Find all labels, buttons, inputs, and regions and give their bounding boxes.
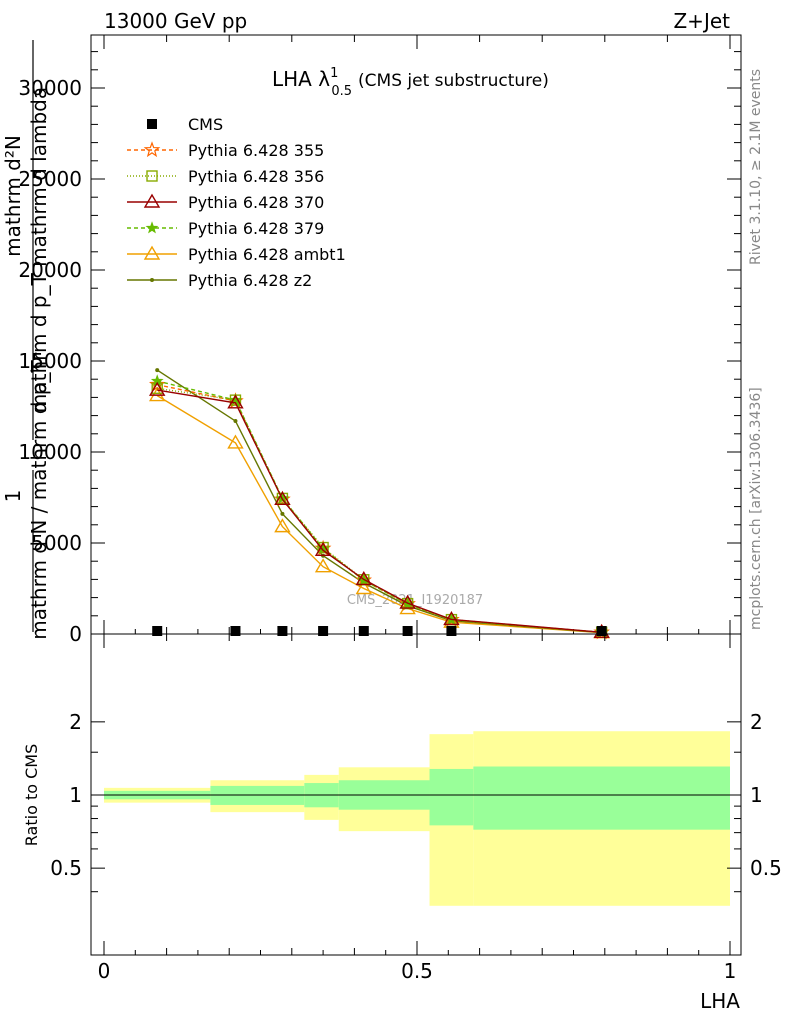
plot-title-main: LHA λ bbox=[272, 67, 330, 91]
ratio-y-tick-label-right: 0.5 bbox=[750, 856, 782, 880]
legend-item-p355: Pythia 6.428 355 bbox=[127, 141, 324, 160]
legend-label-p379: Pythia 6.428 379 bbox=[188, 219, 324, 238]
energy-label: 13000 GeV pp bbox=[104, 9, 247, 33]
main-y-tick-label: 30000 bbox=[18, 76, 82, 100]
data-point-p370 bbox=[355, 571, 373, 586]
data-point-cms bbox=[596, 626, 607, 636]
ylabel-denominator: mathrm d p_T mathrm d lambda bbox=[27, 87, 51, 413]
ylabel-one: 1 bbox=[1, 490, 25, 503]
main-x-ticks bbox=[103, 35, 731, 634]
legend-label-p355: Pythia 6.428 355 bbox=[188, 141, 324, 160]
legend-marker-z2 bbox=[150, 278, 154, 282]
legend-marker-p356 bbox=[146, 170, 158, 182]
main-y-tick-label: 0 bbox=[69, 622, 82, 646]
legend-marker-p379 bbox=[145, 221, 159, 234]
main-y-tick-label: 5000 bbox=[31, 531, 82, 555]
data-point-cms bbox=[446, 626, 457, 636]
plot-title-rest: (CMS jet substructure) bbox=[358, 71, 549, 91]
plot-title-sub: 0.5 bbox=[331, 84, 352, 99]
series-line-ambt1 bbox=[156, 395, 602, 634]
plot-title-sup: 1 bbox=[330, 66, 338, 81]
data-point-cms bbox=[152, 626, 163, 636]
ratio-y-tick-label-right: 1 bbox=[750, 783, 763, 807]
legend-item-p356: Pythia 6.428 356 bbox=[127, 167, 324, 186]
ratio-panel: 0.5 0.51 12 2 0 0.5 1 Ratio to CMS LHA bbox=[22, 633, 782, 1013]
ratio-bands bbox=[104, 731, 730, 906]
data-point-p370 bbox=[314, 541, 332, 556]
data-point-z2 bbox=[233, 419, 238, 424]
rivet-version-label: Rivet 3.1.10, ≥ 2.1M events bbox=[748, 69, 764, 265]
data-point-p370 bbox=[274, 490, 291, 506]
data-point-p370 bbox=[443, 611, 460, 626]
legend-label-p356: Pythia 6.428 356 bbox=[188, 167, 324, 186]
series-cms bbox=[152, 626, 607, 636]
ratio-band-inner bbox=[429, 768, 474, 826]
data-point-ambt1 bbox=[314, 558, 332, 573]
main-y-tick-label: 15000 bbox=[18, 349, 82, 373]
ratio-y-tick-label-right: 2 bbox=[750, 710, 763, 734]
data-point-p370 bbox=[399, 594, 416, 609]
ratio-x-ticks: 0 0.5 1 bbox=[98, 634, 737, 983]
legend-item-p370: Pythia 6.428 370 bbox=[127, 193, 324, 212]
main-y-tick-label: 20000 bbox=[18, 258, 82, 282]
x-tick-label: 0.5 bbox=[401, 959, 433, 983]
data-point-ambt1 bbox=[355, 580, 373, 595]
series-line-p370 bbox=[157, 389, 602, 633]
legend-marker-cms bbox=[147, 119, 157, 129]
data-point-z2 bbox=[280, 511, 285, 516]
legend-label-ambt1: Pythia 6.428 ambt1 bbox=[188, 245, 346, 264]
main-series bbox=[148, 368, 610, 640]
ratio-y-tick-label: 2 bbox=[69, 710, 82, 734]
legend-label-z2: Pythia 6.428 z2 bbox=[188, 271, 312, 290]
data-point-p370 bbox=[227, 394, 244, 409]
ratio-y-ticks: 0.5 0.5 1 1 2 2 bbox=[50, 710, 782, 893]
data-point-z2 bbox=[155, 368, 160, 373]
data-point-p370 bbox=[148, 381, 166, 396]
legend-item-cms: CMS bbox=[147, 115, 223, 134]
x-axis-label: LHA bbox=[700, 989, 740, 1013]
mcplots-label: mcplots.cern.ch [arXiv:1306.3436] bbox=[748, 387, 764, 630]
ratio-band-inner bbox=[473, 766, 730, 830]
legend-marker-p370 bbox=[143, 193, 161, 208]
ylabel-numerator: mathrm d²N bbox=[1, 135, 25, 257]
data-point-ambt1 bbox=[227, 434, 244, 449]
legend-label-p370: Pythia 6.428 370 bbox=[188, 193, 324, 212]
legend: CMS Pythia 6.428 355 Pythia 6.428 356 Pythi… bbox=[127, 115, 346, 290]
legend-label-cms: CMS bbox=[188, 115, 223, 134]
process-label: Z+Jet bbox=[673, 9, 730, 33]
series-line-z2 bbox=[156, 369, 602, 634]
x-tick-label: 0 bbox=[98, 959, 111, 983]
legend-marker-p355 bbox=[143, 141, 161, 158]
data-point-ambt1 bbox=[274, 518, 291, 533]
legend-item-z2: Pythia 6.428 z2 bbox=[127, 271, 312, 290]
plot-title: LHA λ1 0.5 (CMS jet substructure) bbox=[272, 66, 549, 99]
data-point-cms bbox=[230, 626, 241, 636]
data-point-p355 bbox=[148, 375, 166, 392]
x-tick-label: 1 bbox=[724, 959, 737, 983]
data-point-cms bbox=[402, 626, 413, 636]
ratio-y-tick-label: 1 bbox=[69, 783, 82, 807]
main-y-tick-label: 10000 bbox=[18, 440, 82, 464]
legend-item-ambt1: Pythia 6.428 ambt1 bbox=[127, 245, 346, 264]
data-point-cms bbox=[318, 626, 329, 636]
main-y-ticks: 0 5000 10000 15000 20000 25000 30000 bbox=[18, 51, 741, 646]
legend-item-p379: Pythia 6.428 379 bbox=[127, 219, 324, 238]
data-point-cms bbox=[277, 626, 288, 636]
data-point-cms bbox=[358, 626, 369, 636]
ylabel-normalization: mathrm d N / mathrm d p_T bbox=[27, 360, 51, 640]
ratio-y-tick-label: 0.5 bbox=[50, 856, 82, 880]
legend-marker-ambt1 bbox=[143, 245, 161, 260]
main-y-axis-label: mathrm d²N mathrm d p_T mathrm d lambda … bbox=[1, 40, 51, 640]
ratio-y-axis-label: Ratio to CMS bbox=[22, 744, 41, 846]
main-y-tick-label: 25000 bbox=[18, 167, 82, 191]
